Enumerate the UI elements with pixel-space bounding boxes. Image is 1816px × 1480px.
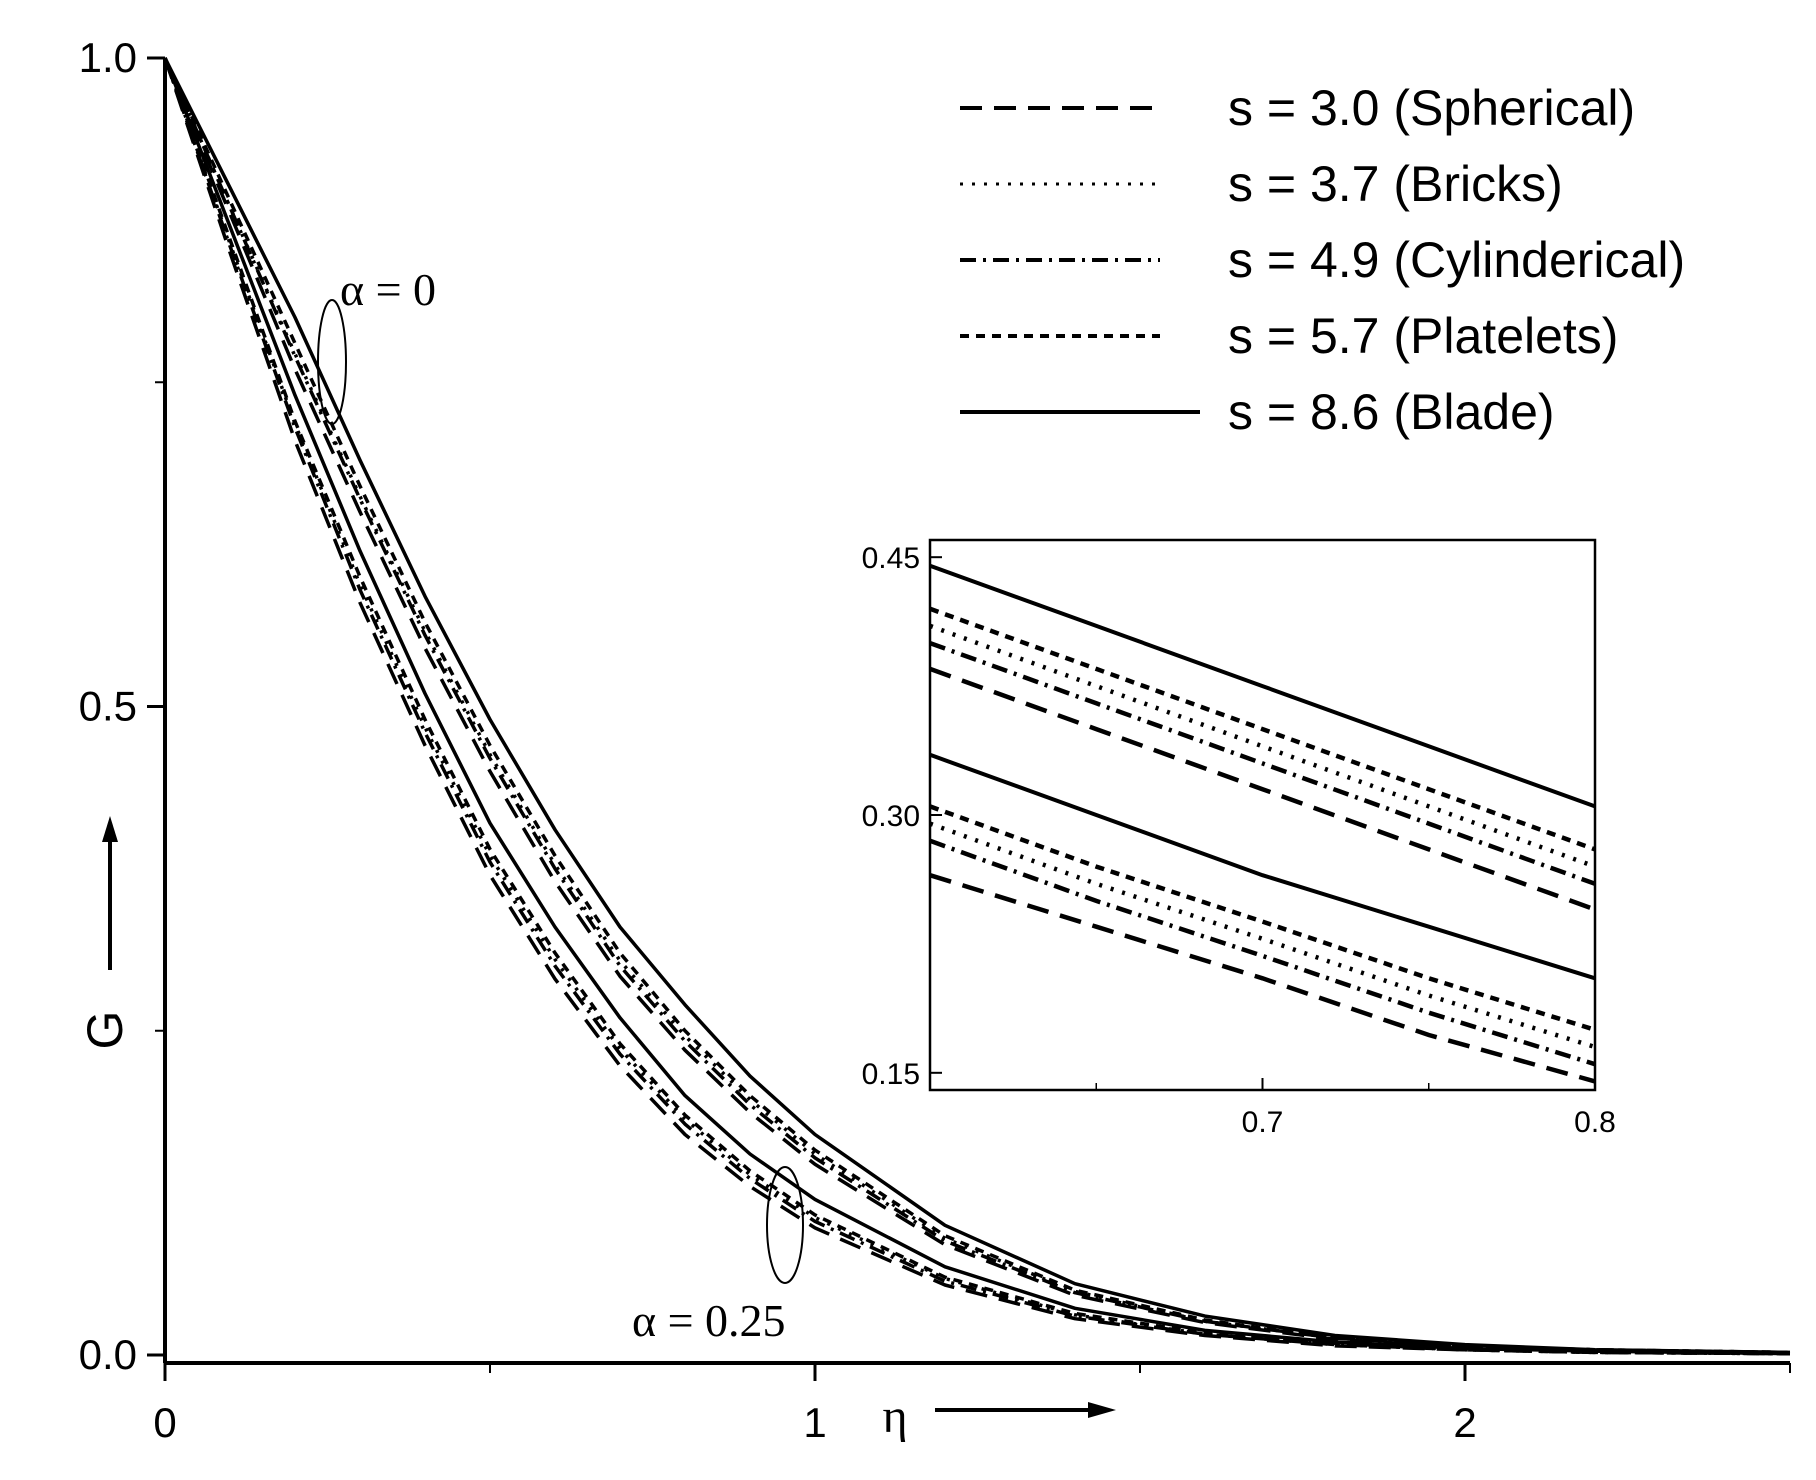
x-axis-arrowhead bbox=[1088, 1402, 1116, 1418]
legend-label: s = 8.6 (Blade) bbox=[1228, 384, 1555, 440]
x-tick-label: 1 bbox=[803, 1399, 826, 1446]
inset-series-line-s-4-9-cylinderical-0 bbox=[929, 640, 1596, 886]
inset-series-line-s-3-0-spherical-0 bbox=[929, 666, 1596, 912]
inset-series-line-s-3-0-spherical-0-25 bbox=[929, 873, 1596, 1084]
annotation-ellipse-alpha-0 bbox=[317, 299, 347, 425]
y-tick-label: 1.0 bbox=[79, 34, 137, 81]
legend-label: s = 4.9 (Cylinderical) bbox=[1228, 232, 1685, 288]
inset-x-tick-label: 0.8 bbox=[1574, 1106, 1616, 1139]
annotation-ellipse-alpha-0.25 bbox=[766, 1166, 804, 1284]
inset-series-line-s-5-7-platelets-0-25 bbox=[929, 804, 1596, 1032]
y-axis-label: G bbox=[77, 1011, 133, 1050]
main-annotations: α = 0 α = 0.25 bbox=[340, 264, 786, 1346]
inset-y-tick-label: 0.15 bbox=[862, 1058, 920, 1091]
series-line-s-8-6-blade-0-25 bbox=[163, 57, 1791, 1356]
legend-item-s-4-9-cylinderical: s = 4.9 (Cylinderical) bbox=[960, 232, 1685, 288]
legend-item-s-3-7-bricks: s = 3.7 (Bricks) bbox=[960, 156, 1563, 212]
y-axis-arrowhead bbox=[102, 816, 118, 842]
inset-chart: 0.15 0.30 0.45 0.7 0.8 bbox=[862, 538, 1616, 1139]
legend-item-s-5-7-platelets: s = 5.7 (Platelets) bbox=[960, 308, 1618, 364]
legend-item-s-3-0-spherical: s = 3.0 (Spherical) bbox=[960, 80, 1635, 136]
inset-series-line-s-3-7-bricks-0 bbox=[929, 623, 1596, 869]
series-line-s-5-7-platelets-0 bbox=[163, 57, 1791, 1355]
legend-label: s = 3.0 (Spherical) bbox=[1228, 80, 1635, 136]
inset-frame bbox=[928, 538, 1597, 1092]
inset-y-tick-label: 0.45 bbox=[862, 542, 920, 575]
main-chart: 0 1 2 0.0 0.5 1.0 Gη bbox=[77, 34, 1791, 1446]
y-tick-label: 0.0 bbox=[79, 1331, 137, 1378]
legend-label: s = 3.7 (Bricks) bbox=[1228, 156, 1563, 212]
inset-series-line-s-4-9-cylinderical-0-25 bbox=[929, 838, 1596, 1067]
series-line-s-3-0-spherical-0 bbox=[163, 57, 1791, 1355]
y-tick-label: 0.5 bbox=[79, 683, 137, 730]
x-tick-label: 0 bbox=[153, 1399, 176, 1446]
series-line-s-3-0-spherical-0-25 bbox=[163, 57, 1791, 1356]
x-tick-label: 2 bbox=[1453, 1399, 1476, 1446]
series-line-s-8-6-blade-0 bbox=[163, 57, 1791, 1355]
inset-series-line-s-8-6-blade-0 bbox=[929, 563, 1596, 809]
legend-label: s = 5.7 (Platelets) bbox=[1228, 308, 1618, 364]
annotation-alpha-0.25: α = 0.25 bbox=[632, 1295, 786, 1346]
inset-y-tick-label: 0.30 bbox=[862, 800, 920, 833]
inset-x-tick-label: 0.7 bbox=[1242, 1106, 1284, 1139]
chart-legend: s = 3.0 (Spherical) s = 3.7 (Bricks) s = 4… bbox=[960, 80, 1685, 440]
legend-item-s-8-6-blade: s = 8.6 (Blade) bbox=[960, 384, 1555, 440]
annotation-alpha-0: α = 0 bbox=[340, 264, 436, 315]
inset-series-line-s-8-6-blade-0-25 bbox=[929, 752, 1596, 981]
x-axis-label: η bbox=[882, 1390, 907, 1443]
inset-series-line-s-5-7-platelets-0 bbox=[929, 606, 1596, 852]
